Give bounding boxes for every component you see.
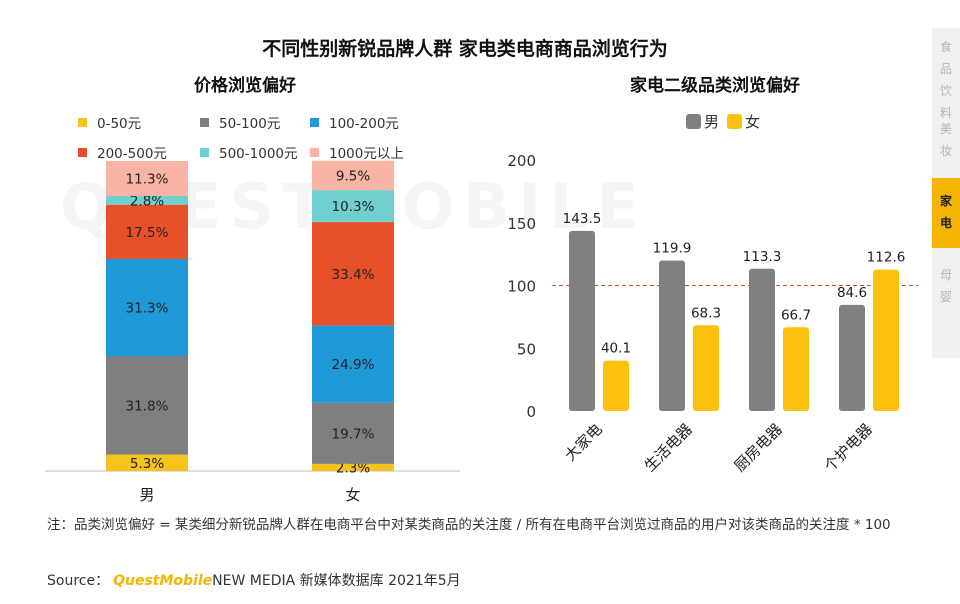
bar-segment	[106, 161, 188, 197]
price-legend: 0-50元 50-100元 100-200元 200-500元 500-1000…	[78, 112, 438, 162]
y-tick-label: 150	[507, 215, 536, 233]
bar	[749, 268, 775, 411]
bar-segment	[106, 454, 188, 471]
legend-swatch-male	[686, 114, 701, 129]
nav-item-beauty[interactable]: 美 妆	[939, 122, 952, 158]
data-label: 9.5%	[336, 168, 370, 184]
source-brand: QuestMobile	[113, 573, 213, 589]
nav-item-appliance[interactable]: 家 电	[932, 178, 960, 248]
legend-label: 200-500元	[97, 146, 167, 162]
data-label: 143.5	[563, 211, 602, 227]
data-label: 40.1	[601, 341, 631, 357]
bar-segment	[312, 402, 394, 464]
x-tick-label: 男	[139, 486, 154, 504]
bar	[693, 325, 719, 411]
data-label: 84.6	[837, 285, 867, 301]
data-label: 33.4%	[332, 267, 375, 283]
data-label: 112.6	[867, 250, 906, 266]
data-label: 5.3%	[130, 456, 164, 472]
legend-item: 50-100元	[200, 112, 310, 132]
bar-segment	[312, 160, 394, 191]
data-label: 2.8%	[130, 193, 164, 209]
bar-segment	[106, 258, 188, 356]
legend-label: 100-200元	[329, 116, 399, 132]
bar	[839, 304, 865, 411]
footnote: 注：品类浏览偏好 = 某类细分新锐品牌人群在电商平台中对某类商品的关注度 / 所…	[47, 517, 891, 533]
data-label: 10.3%	[332, 199, 375, 215]
bar	[873, 269, 899, 411]
bar	[783, 327, 809, 411]
category-bar-chart: 0 50 100 150 200 143.5 40.1 大家电 119.9 68.3 生活电器 113…	[507, 152, 918, 475]
left-chart-title: 价格浏览偏好	[194, 76, 296, 96]
legend-item: 500-1000元	[200, 142, 310, 162]
bar	[659, 260, 685, 411]
x-tick-label: 大家电	[561, 420, 606, 465]
legend-swatch	[78, 117, 87, 127]
data-label: 17.5%	[126, 225, 169, 241]
y-tick-label: 50	[517, 340, 536, 358]
data-label: 68.3	[691, 305, 721, 321]
legend-item: 1000元以上	[310, 142, 438, 162]
bar	[603, 360, 629, 411]
legend-label: 0-50元	[97, 116, 142, 132]
x-tick-label: 个护电器	[821, 420, 876, 475]
data-label: 24.9%	[332, 357, 375, 373]
legend-swatch	[200, 147, 209, 157]
legend-item: 100-200元	[310, 112, 438, 132]
legend-label-female: 女	[745, 113, 761, 131]
nav-item-food[interactable]: 食 品 饮 料	[939, 40, 952, 120]
legend-item: 200-500元	[78, 142, 200, 162]
y-tick-label: 0	[526, 403, 536, 421]
legend-swatch-female	[727, 114, 743, 129]
legend-label: 500-1000元	[219, 146, 298, 162]
data-label: 31.8%	[126, 398, 169, 414]
legend-swatch	[310, 147, 319, 157]
bar-segment	[106, 196, 188, 205]
legend-label: 1000元以上	[329, 146, 404, 162]
y-tick-label: 200	[507, 152, 536, 170]
data-label: 119.9	[653, 241, 692, 257]
data-label: 2.3%	[336, 460, 370, 476]
nav-item-baby[interactable]: 母 婴	[939, 268, 952, 304]
y-tick-label: 100	[507, 278, 536, 296]
data-label: 19.7%	[332, 426, 375, 442]
x-tick-label: 女	[345, 486, 360, 504]
category-side-nav: 食 品 饮 料 美 妆 家 电 母 婴	[932, 28, 960, 358]
legend-swatch	[200, 117, 209, 127]
x-tick-label: 厨房电器	[731, 420, 786, 475]
bar-segment	[312, 222, 394, 326]
page-title: 不同性别新锐品牌人群 家电类电商商品浏览行为	[262, 38, 668, 60]
bar	[569, 230, 595, 411]
bar-segment	[312, 463, 394, 471]
data-label: 31.3%	[126, 300, 169, 316]
data-label: 11.3%	[126, 172, 169, 188]
bar-segment	[312, 190, 394, 223]
bar-segment	[106, 355, 188, 455]
legend-item: 0-50元	[78, 112, 200, 132]
legend-label-male: 男	[704, 113, 720, 131]
x-tick-label: 生活电器	[641, 420, 696, 475]
legend-swatch	[78, 147, 87, 157]
source-prefix: Source：	[47, 573, 110, 589]
price-stacked-chart: 5.3% 31.8% 31.3% 17.5% 2.8% 11.3% 男 2.3% 19.7% 24…	[45, 160, 460, 504]
legend-label: 50-100元	[219, 116, 281, 132]
legend-swatch	[310, 117, 319, 127]
source-line: Source： QuestMobile NEW MEDIA 新媒体数据库 202…	[47, 570, 461, 590]
data-label: 66.7	[781, 307, 811, 323]
gender-legend: 男 女	[686, 111, 760, 132]
right-chart-title: 家电二级品类浏览偏好	[630, 76, 800, 96]
bar-segment	[312, 325, 394, 403]
source-rest: NEW MEDIA 新媒体数据库 2021年5月	[212, 573, 461, 589]
data-label: 113.3	[743, 249, 782, 265]
bar-segment	[106, 204, 188, 259]
